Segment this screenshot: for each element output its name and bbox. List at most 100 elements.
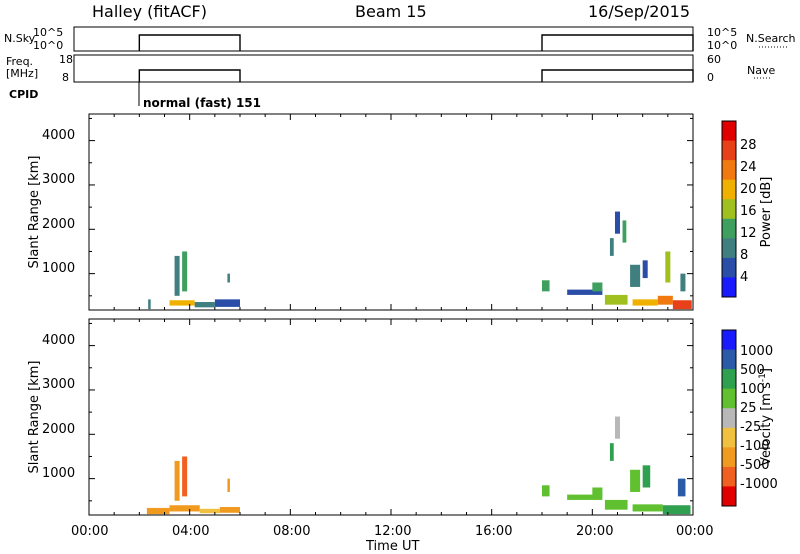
y-tick: 1000: [42, 261, 76, 276]
freq-trace: [138, 69, 241, 82]
y-tick: 2000: [42, 217, 76, 232]
cbar-tick: -500: [740, 458, 770, 473]
y-tick: 4000: [42, 333, 76, 348]
nsky-tick-high: 10^5: [33, 26, 64, 39]
freq-label: Freq.: [6, 55, 34, 68]
cbar-tick: 16: [740, 204, 757, 219]
colorbar-frame: [721, 329, 737, 507]
colorbar-step: [722, 199, 736, 220]
axis-tick-marks: [88, 114, 694, 515]
cbar-tick: 100: [740, 382, 765, 397]
colorbar-frame: [721, 120, 737, 298]
data-patch: [677, 478, 686, 497]
data-patch: [592, 487, 603, 497]
colorbar-step: [722, 388, 736, 409]
power-y-axis-label: Slant Range [km]: [27, 156, 42, 269]
freq-trace: [541, 69, 694, 82]
x-tick: 00:00: [676, 524, 714, 539]
colorbar-step: [722, 277, 736, 298]
data-patch: [174, 460, 180, 501]
x-tick: 08:00: [273, 524, 311, 539]
colorbar-step: [722, 140, 736, 161]
data-patch: [148, 299, 151, 310]
cbar-tick: 1000: [740, 344, 774, 359]
nave-tick-low: 0: [707, 71, 714, 84]
x-tick: 12:00: [374, 524, 412, 539]
data-patch: [174, 255, 180, 296]
data-patch: [199, 508, 220, 514]
velocity-unit-close: ]: [759, 368, 774, 373]
colorbar-step: [722, 121, 736, 142]
cbar-tick: 8: [740, 248, 749, 263]
freq-unit: [MHz]: [6, 67, 39, 80]
power-colorbar-label: Power [dB]: [759, 177, 774, 248]
cbar-tick: 12: [740, 226, 757, 241]
x-axis-label: Time UT: [366, 539, 420, 554]
nsky-tick-low: 10^0: [33, 39, 64, 52]
velocity-unit-text: Velocity [m s: [759, 382, 774, 466]
colorbar-step: [722, 179, 736, 200]
data-patch: [542, 280, 550, 292]
y-tick: 1000: [42, 466, 76, 481]
data-patch: [622, 220, 627, 243]
x-tick: 04:00: [172, 524, 210, 539]
data-patch: [169, 505, 200, 512]
x-tick: 00:00: [71, 524, 109, 539]
cbar-tick: 500: [740, 363, 765, 378]
data-patch: [665, 251, 671, 283]
cbar-tick: -1000: [740, 477, 778, 492]
data-patch: [614, 416, 621, 439]
beam-title: Beam 15: [355, 2, 427, 21]
colorbar-step: [722, 369, 736, 390]
data-patch: [642, 465, 651, 488]
nsky-trace: [541, 34, 694, 51]
colorbar-step: [722, 218, 736, 239]
nsky-label: N.Sky: [4, 32, 36, 45]
y-tick: 2000: [42, 422, 76, 437]
nsky-panel-frame: [73, 26, 694, 52]
data-patch: [632, 504, 663, 512]
cpid-value: normal (fast) 151: [143, 96, 261, 110]
colorbar-step: [722, 349, 736, 370]
data-patch: [642, 260, 648, 279]
data-patch: [169, 300, 195, 306]
colorbar-step: [722, 238, 736, 259]
x-tick: 16:00: [475, 524, 513, 539]
data-patch: [657, 295, 673, 305]
colorbar-step: [722, 160, 736, 181]
velocity-y-axis-label: Slant Range [km]: [27, 361, 42, 474]
station-title: Halley (fitACF): [92, 2, 207, 21]
cbar-tick: 28: [740, 138, 757, 153]
colorbar-step: [722, 486, 736, 507]
y-tick: 3000: [42, 377, 76, 392]
colorbar-step: [722, 447, 736, 468]
data-patch: [632, 299, 658, 306]
data-patch: [614, 211, 621, 234]
date-title: 16/Sep/2015: [588, 2, 691, 21]
nave-label: Nave: [747, 64, 776, 77]
colorbar-step: [722, 427, 736, 448]
power-colorbar: [721, 120, 737, 298]
velocity-colorbar: [721, 329, 737, 507]
nsearch-tick-low: 10^0: [707, 39, 738, 52]
power-heatmap: [148, 211, 692, 310]
nsky-trace: [138, 34, 241, 51]
freq-tick-high: 18: [59, 53, 73, 66]
data-patch: [609, 443, 614, 461]
cbar-tick: 24: [740, 160, 757, 175]
velocity-colorbar-label: Velocity [m s-1]: [758, 368, 774, 466]
data-patch: [194, 302, 215, 308]
data-patch: [630, 264, 641, 287]
y-tick: 3000: [42, 172, 76, 187]
data-patch: [182, 251, 188, 292]
y-tick: 4000: [42, 128, 76, 143]
nsearch-label: N.Search: [746, 32, 796, 45]
velocity-unit-exponent: -1: [758, 373, 768, 382]
x-tick: 20:00: [576, 524, 614, 539]
data-patch: [604, 294, 628, 305]
cbar-tick: 4: [740, 270, 749, 285]
data-patch: [542, 485, 550, 497]
data-patch: [182, 456, 188, 497]
data-patch: [592, 282, 603, 292]
velocity-heatmap: [146, 416, 691, 515]
